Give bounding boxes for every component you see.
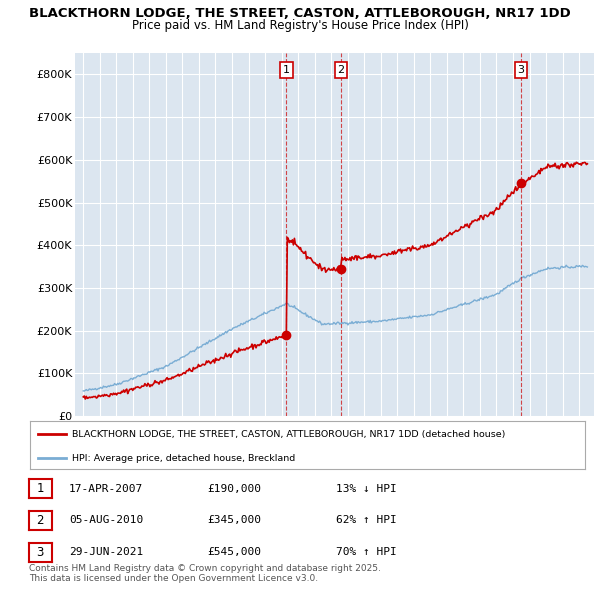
Text: 17-APR-2007: 17-APR-2007 bbox=[69, 484, 143, 493]
Text: Contains HM Land Registry data © Crown copyright and database right 2025.
This d: Contains HM Land Registry data © Crown c… bbox=[29, 563, 380, 583]
Text: BLACKTHORN LODGE, THE STREET, CASTON, ATTLEBOROUGH, NR17 1DD: BLACKTHORN LODGE, THE STREET, CASTON, AT… bbox=[29, 7, 571, 20]
Text: 3: 3 bbox=[518, 65, 524, 75]
Text: 62% ↑ HPI: 62% ↑ HPI bbox=[336, 516, 397, 525]
Text: £345,000: £345,000 bbox=[207, 516, 261, 525]
Text: 2: 2 bbox=[337, 65, 344, 75]
Text: £545,000: £545,000 bbox=[207, 548, 261, 557]
Text: 29-JUN-2021: 29-JUN-2021 bbox=[69, 548, 143, 557]
Text: 70% ↑ HPI: 70% ↑ HPI bbox=[336, 548, 397, 557]
Text: 1: 1 bbox=[37, 482, 44, 495]
Text: £190,000: £190,000 bbox=[207, 484, 261, 493]
Text: Price paid vs. HM Land Registry's House Price Index (HPI): Price paid vs. HM Land Registry's House … bbox=[131, 19, 469, 32]
Text: 13% ↓ HPI: 13% ↓ HPI bbox=[336, 484, 397, 493]
Text: HPI: Average price, detached house, Breckland: HPI: Average price, detached house, Brec… bbox=[71, 454, 295, 463]
Text: BLACKTHORN LODGE, THE STREET, CASTON, ATTLEBOROUGH, NR17 1DD (detached house): BLACKTHORN LODGE, THE STREET, CASTON, AT… bbox=[71, 430, 505, 439]
Text: 2: 2 bbox=[37, 514, 44, 527]
Text: 05-AUG-2010: 05-AUG-2010 bbox=[69, 516, 143, 525]
Text: 3: 3 bbox=[37, 546, 44, 559]
Text: 1: 1 bbox=[283, 65, 290, 75]
